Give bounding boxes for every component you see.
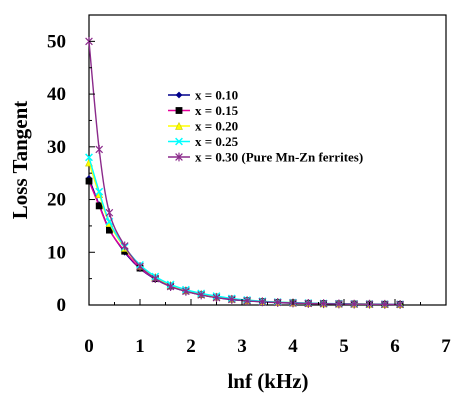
legend-swatch-marker	[175, 137, 183, 146]
data-point	[396, 300, 404, 309]
series-line-5	[88, 41, 401, 306]
legend-label: x = 0.30 (Pure Mn-Zn ferrites)	[195, 150, 363, 165]
data-point	[105, 208, 114, 218]
legend-item-5: x = 0.30 (Pure Mn-Zn ferrites)	[168, 150, 363, 165]
data-point	[136, 262, 144, 271]
data-point	[95, 187, 104, 196]
data-point	[120, 241, 129, 251]
x-tick-label: 1	[135, 336, 145, 357]
legend-label: x = 0.15	[195, 103, 239, 118]
legend-item-3: x = 0.20	[168, 119, 238, 134]
y-tick-label: 40	[47, 84, 66, 105]
data-point	[95, 145, 104, 154]
data-point	[85, 177, 93, 185]
legend-label: x = 0.25	[195, 134, 239, 149]
data-point	[95, 202, 103, 210]
x-tick-label: 4	[288, 336, 298, 357]
data-point	[85, 153, 93, 162]
x-tick-label: 2	[186, 336, 196, 357]
legend-swatch-marker	[175, 91, 183, 99]
series-5	[85, 36, 404, 309]
data-point	[166, 282, 175, 291]
data-point	[258, 297, 267, 307]
data-point	[106, 226, 113, 234]
legend: x = 0.10x = 0.15x = 0.20x = 0.25x = 0.30…	[168, 88, 363, 165]
legend-item-4: x = 0.25	[168, 134, 239, 149]
legend-swatch-marker	[175, 152, 183, 162]
legend-swatch-marker	[175, 121, 183, 130]
x-tick-label: 3	[237, 336, 247, 357]
data-point	[273, 298, 282, 307]
data-point	[350, 299, 359, 309]
series-layer	[85, 36, 405, 309]
y-tick-label: 50	[47, 31, 66, 52]
data-point	[182, 286, 190, 296]
plot-area	[88, 14, 447, 306]
ticks-layer: 0 1 2 3 4 5 6 7 0 10 20 30 40 50	[47, 31, 451, 357]
data-point	[151, 274, 160, 284]
y-tick-label: 30	[47, 137, 66, 158]
legend-item-2: x = 0.15	[168, 103, 239, 118]
x-tick-label: 5	[339, 336, 349, 357]
legend-label: x = 0.20	[195, 119, 238, 134]
data-point	[197, 290, 206, 300]
data-point	[227, 295, 236, 304]
y-tick-label: 10	[47, 242, 66, 263]
legend-item-1: x = 0.10	[168, 88, 238, 103]
y-axis-title: Loss Tangent	[8, 101, 32, 219]
data-point	[304, 299, 313, 308]
data-point	[335, 299, 343, 309]
y-tick-label: 20	[47, 190, 66, 211]
x-tick-label: 0	[84, 336, 94, 357]
data-point	[380, 299, 389, 309]
x-tick-label: 7	[441, 336, 451, 357]
data-point	[243, 296, 251, 306]
x-axis-title: lnf (kHz)	[227, 369, 308, 393]
y-tick-label: 0	[57, 295, 67, 316]
data-point	[319, 299, 328, 309]
legend-swatch-marker	[175, 107, 183, 114]
data-point	[212, 293, 221, 303]
x-tick-label: 6	[390, 336, 400, 357]
legend-label: x = 0.10	[195, 88, 238, 103]
